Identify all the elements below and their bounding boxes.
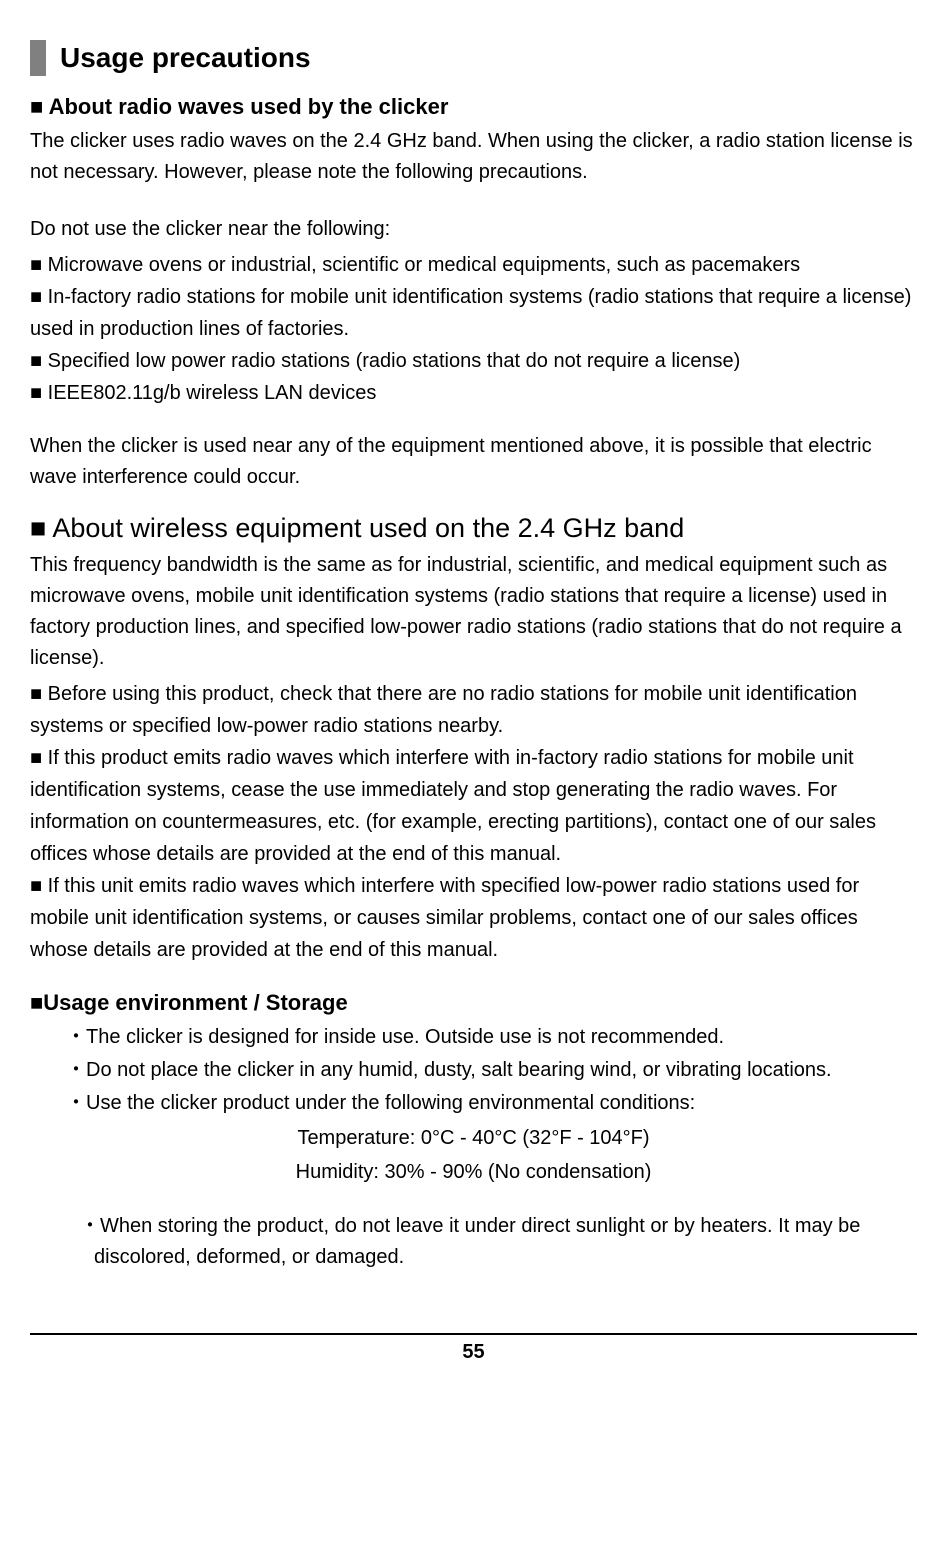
footer-divider <box>30 1333 917 1335</box>
page-title: Usage precautions <box>60 42 311 74</box>
section-1-item: ■ IEEE802.11g/b wireless LAN devices <box>30 377 917 409</box>
temperature-spec: Temperature: 0°C - 40°C (32°F - 104°F) <box>30 1121 917 1155</box>
section-1-list-intro: Do not use the clicker near the followin… <box>30 214 917 245</box>
section-1-intro: The clicker uses radio waves on the 2.4 … <box>30 126 917 188</box>
section-1-item: ■ Microwave ovens or industrial, scienti… <box>30 249 917 281</box>
title-block: Usage precautions <box>30 40 917 76</box>
section-2-item: ■ If this product emits radio waves whic… <box>30 742 917 870</box>
section-3-storage: ・When storing the product, do not leave … <box>30 1211 917 1273</box>
title-accent-bar <box>30 40 46 76</box>
humidity-spec: Humidity: 30% - 90% (No condensation) <box>30 1155 917 1189</box>
section-2-intro: This frequency bandwidth is the same as … <box>30 550 917 674</box>
section-3-item: ・The clicker is designed for inside use.… <box>30 1022 917 1053</box>
section-1-heading: ■ About radio waves used by the clicker <box>30 94 917 120</box>
page-number: 55 <box>30 1341 917 1364</box>
section-3-item: ・Use the clicker product under the follo… <box>30 1088 917 1119</box>
section-2-item: ■ Before using this product, check that … <box>30 678 917 742</box>
section-2-item: ■ If this unit emits radio waves which i… <box>30 870 917 966</box>
section-2-heading: ■ About wireless equipment used on the 2… <box>30 513 917 544</box>
section-1-outro: When the clicker is used near any of the… <box>30 431 917 493</box>
section-3-heading: ■Usage environment / Storage <box>30 990 917 1016</box>
section-1-item: ■ In-factory radio stations for mobile u… <box>30 281 917 345</box>
section-1-item: ■ Specified low power radio stations (ra… <box>30 345 917 377</box>
section-3-item: ・Do not place the clicker in any humid, … <box>30 1055 917 1086</box>
